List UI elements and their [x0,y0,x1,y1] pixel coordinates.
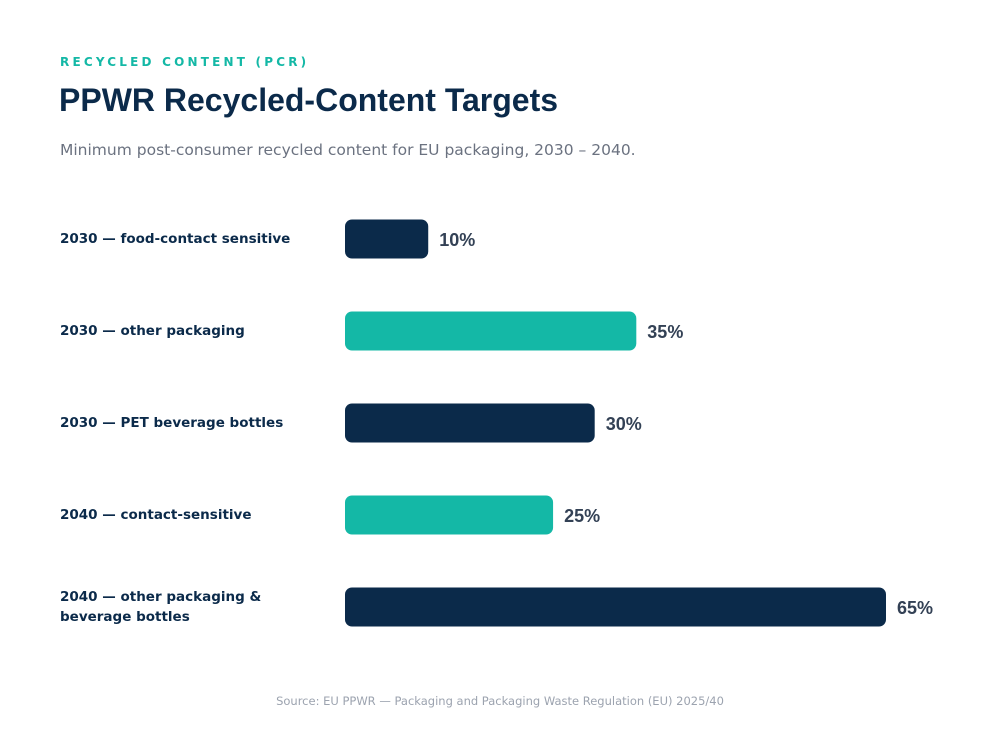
bar [345,311,637,351]
chart-title: PPWR Recycled-Content Targets [59,82,559,118]
value-label: 30% [606,414,642,434]
category-label: 2030 — food-contact sensitive [60,231,290,247]
bar [345,587,886,627]
bar [345,495,554,535]
value-label: 25% [564,506,600,526]
value-label: 65% [897,598,933,618]
value-label: 35% [647,322,683,342]
source-note: Source: EU PPWR — Packaging and Packagin… [276,694,724,708]
bar [345,219,429,259]
category-label: 2030 — PET beverage bottles [60,415,283,431]
category-label: 2040 — contact-sensitive [60,507,252,523]
bar [345,403,595,443]
chart-subtitle: Minimum post-consumer recycled content f… [60,141,636,159]
value-label: 10% [439,230,475,250]
eyebrow-label: RECYCLED CONTENT (PCR) [60,55,310,69]
category-label: 2030 — other packaging [60,323,245,339]
category-label: 2040 — other packaging & beverage bottles [60,589,261,625]
